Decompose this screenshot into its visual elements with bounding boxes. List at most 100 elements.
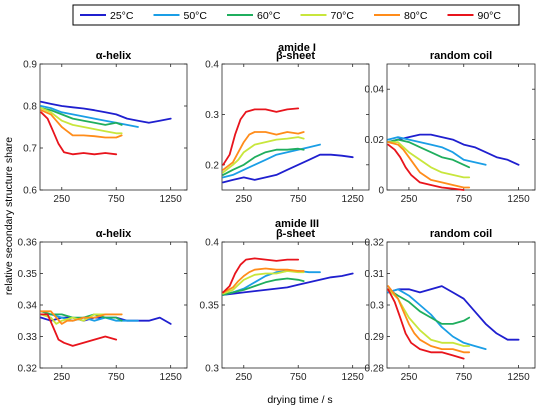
x-tick-label: 1250 <box>507 194 530 205</box>
y-tick-label: 0.6 <box>23 186 37 197</box>
y-tick-label: 0.3 <box>205 364 219 375</box>
legend-label: 80°C <box>404 10 428 22</box>
series-line-80c <box>222 267 305 294</box>
y-tick-label: 0.32 <box>18 364 38 375</box>
panel-title: random coil <box>430 50 492 62</box>
y-tick-label: 0.32 <box>365 238 385 249</box>
y-tick-label: 0.34 <box>18 301 38 312</box>
x-tick-label: 1250 <box>342 372 365 383</box>
plot-area <box>386 241 536 369</box>
y-tick-label: 0.33 <box>18 332 38 343</box>
series-line-80c <box>387 141 471 189</box>
series-line-60c <box>222 277 305 296</box>
x-tick-label: 1250 <box>160 372 183 383</box>
y-tick-label: 0.36 <box>18 238 38 249</box>
panel-amide-iii-alpha-helix: α-helix 250 750 1250 0.32 0.33 0.34 0.35 0.36 <box>18 228 188 383</box>
series-line-60c <box>387 138 471 169</box>
panel-amide-i-random-coil: random coil 250 750 1250 0 0.02 0.04 <box>365 50 536 205</box>
panel-title: α-helix <box>96 228 132 240</box>
y-tick-label: 0 <box>378 186 384 197</box>
y-tick-label: 0.3 <box>370 301 384 312</box>
legend-label: 50°C <box>184 10 208 22</box>
x-tick-label: 750 <box>455 194 472 205</box>
y-tick-label: 0.35 <box>200 301 220 312</box>
x-tick-label: 250 <box>235 194 252 205</box>
panel-amide-i-alpha-helix: α-helix 250 750 1250 0.6 0.7 0.8 0.9 <box>23 50 188 205</box>
legend-label: 70°C <box>331 10 355 22</box>
series-line-70c <box>387 141 471 179</box>
series-line-60c <box>222 147 305 176</box>
legend-label: 90°C <box>478 10 502 22</box>
series-line-60c <box>387 288 471 325</box>
x-tick-label: 750 <box>455 372 472 383</box>
series-line-25c <box>387 285 520 341</box>
series-line-25c <box>222 153 354 184</box>
series-line-80c <box>387 285 471 354</box>
series-line-80c <box>40 109 123 139</box>
panel-title: β-sheet <box>276 50 315 62</box>
x-tick-label: 750 <box>108 194 125 205</box>
panel-title: β-sheet <box>276 228 315 240</box>
y-axis-label: relative secondary structure share <box>3 137 15 295</box>
series-line-70c <box>222 270 305 295</box>
x-tick-label: 1250 <box>507 372 530 383</box>
series-line-50c <box>387 136 487 166</box>
series-line-90c <box>40 111 118 156</box>
y-tick-label: 0.28 <box>365 364 385 375</box>
y-tick-label: 0.31 <box>365 269 385 280</box>
series-line-90c <box>387 143 465 191</box>
x-tick-label: 750 <box>290 194 307 205</box>
y-tick-label: 0.8 <box>23 102 37 113</box>
y-tick-label: 0.35 <box>18 269 38 280</box>
x-tick-label: 750 <box>108 372 125 383</box>
plot-area <box>39 241 188 369</box>
y-tick-label: 0.7 <box>23 144 37 155</box>
panel-title: α-helix <box>96 50 132 62</box>
x-tick-label: 250 <box>401 372 418 383</box>
panel-amide-iii-random-coil: random coil 250 750 1250 0.28 0.29 0.3 0.31 0.32 <box>365 228 536 383</box>
y-tick-label: 0.29 <box>365 332 385 343</box>
plot-area <box>221 63 370 191</box>
y-tick-label: 0.04 <box>365 85 385 96</box>
series-line-90c <box>222 107 300 166</box>
x-tick-label: 250 <box>53 194 70 205</box>
series-line-90c <box>387 288 465 360</box>
x-tick-label: 250 <box>235 372 252 383</box>
series-line-80c <box>222 131 305 171</box>
legend-label: 60°C <box>257 10 281 22</box>
series-line-70c <box>40 107 123 135</box>
legend: 25°C 50°C 60°C 70°C 80°C 90°C <box>72 4 520 26</box>
series-line-80c <box>40 310 123 325</box>
x-tick-label: 750 <box>290 372 307 383</box>
x-tick-label: 1250 <box>160 194 183 205</box>
x-tick-label: 250 <box>401 194 418 205</box>
series-line-90c <box>222 257 300 294</box>
x-axis-label: drying time / s <box>267 394 332 406</box>
legend-box <box>72 4 520 26</box>
plot-area <box>39 63 188 191</box>
legend-label: 25°C <box>110 10 134 22</box>
group-title-amide-i: amide I <box>278 42 316 54</box>
series-line-70c <box>222 136 305 174</box>
y-tick-label: 0.9 <box>23 60 37 71</box>
x-tick-label: 250 <box>53 372 70 383</box>
series-line-50c <box>222 143 321 179</box>
panel-title: random coil <box>430 228 492 240</box>
y-tick-label: 0.4 <box>205 238 219 249</box>
y-tick-label: 0.02 <box>365 135 385 146</box>
x-tick-label: 1250 <box>342 194 365 205</box>
y-tick-label: 0.3 <box>205 110 219 121</box>
series-line-25c <box>387 133 520 166</box>
series-line-60c <box>40 107 123 126</box>
y-tick-label: 0.4 <box>205 60 219 71</box>
y-tick-label: 0.2 <box>205 160 219 171</box>
group-title-amide-iii: amide III <box>275 218 319 230</box>
plot-area <box>386 63 536 191</box>
series-line-25c <box>222 272 354 296</box>
panel-amide-i-beta-sheet: β-sheet 250 750 1250 0.2 0.3 0.4 <box>205 50 370 205</box>
panel-amide-iii-beta-sheet: β-sheet 250 750 1250 0.3 0.35 0.4 <box>200 228 370 383</box>
series-line-90c <box>40 313 118 347</box>
series-line-25c <box>40 100 172 124</box>
plot-area <box>221 241 370 369</box>
